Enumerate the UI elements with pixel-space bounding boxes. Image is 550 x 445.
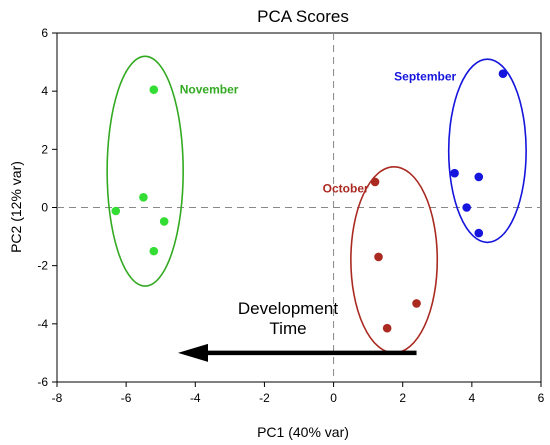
november-ellipse (106, 55, 184, 287)
november-point (111, 206, 121, 216)
y-tick-label: 6 (41, 26, 48, 40)
october-point (382, 323, 392, 333)
y-tick-label: -6 (37, 375, 48, 389)
y-axis: -6 -4 -2 0 2 4 6 (37, 26, 57, 389)
september-point (498, 69, 508, 79)
x-tick-label: 2 (399, 391, 406, 405)
series-labels: November October September (180, 70, 457, 196)
y-tick-label: 0 (41, 201, 48, 215)
x-tick-label: -8 (52, 391, 63, 405)
september-point (474, 228, 484, 238)
chart-title: PCA Scores (257, 7, 349, 26)
reference-lines (57, 33, 541, 382)
y-tick-label: 2 (41, 142, 48, 156)
arrow-head (178, 343, 208, 362)
september-point (450, 168, 459, 178)
y-tick-label: -2 (37, 259, 48, 273)
group-ellipses (106, 55, 527, 354)
november-point (149, 85, 159, 95)
november-point (159, 217, 169, 226)
x-tick-label: -6 (121, 391, 132, 405)
x-tick-label: -2 (259, 391, 270, 405)
october-point (374, 252, 383, 262)
y-tick-label: -4 (37, 317, 48, 331)
x-axis-label: PC1 (40% var) (257, 424, 349, 440)
october-label: October (323, 182, 369, 196)
y-axis-label: PC2 (12% var) (8, 161, 24, 253)
x-tick-label: 4 (469, 391, 476, 405)
development-time-annotation: Development Time (178, 299, 417, 362)
x-axis: -8 -6 -4 -2 0 2 4 6 (52, 382, 545, 405)
november-point (139, 193, 148, 202)
november-label: November (180, 83, 239, 97)
x-tick-label: 6 (538, 391, 545, 405)
september-point (462, 203, 471, 212)
annotation-line-1: Development (238, 299, 338, 318)
october-point (370, 177, 380, 187)
september-point (474, 172, 484, 182)
x-tick-label: 0 (330, 391, 337, 405)
september-ellipse (447, 58, 527, 244)
y-tick-label: 4 (41, 84, 48, 98)
october-point (412, 299, 421, 308)
annotation-line-2: Time (269, 319, 306, 338)
september-label: September (394, 70, 456, 84)
x-tick-label: -4 (190, 391, 201, 405)
data-points (111, 69, 508, 333)
november-point (149, 246, 159, 256)
